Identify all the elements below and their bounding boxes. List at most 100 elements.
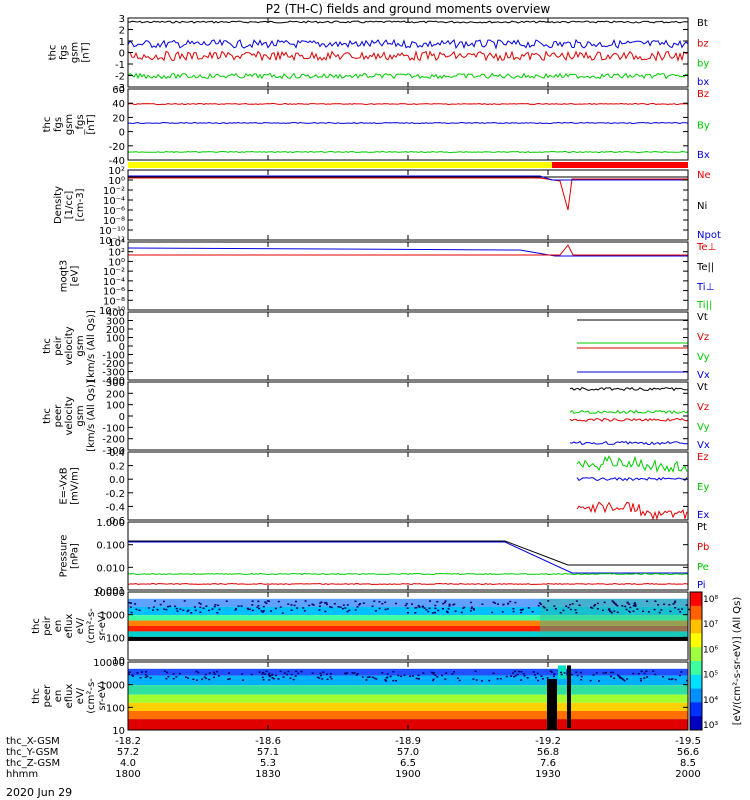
ion-spec-speckle [448,603,451,606]
ion-spec-band [128,606,688,616]
ion-spec-speckle [290,609,293,611]
elec-spec-speckle [626,678,629,680]
elec-spec-band [128,675,688,686]
y-axis-label: peir [53,335,64,355]
elec-spec-speckle [384,679,387,682]
ion-spec-speckle [346,604,349,606]
ion-spec-band [128,598,688,607]
elec-spec-spike [558,665,566,679]
status-bar-yellow [128,162,552,168]
ion-spec-speckle [199,611,202,613]
elec-spec-speckle [432,679,435,682]
elec-spec-band [128,719,688,730]
y-axis-label: thc [48,45,59,61]
elec-spec-speckle [536,672,539,675]
elec-spec-speckle [456,677,459,679]
ion-spec-speckle [333,603,336,605]
elec-spec-speckle [602,672,605,674]
ion-spec-speckle [540,603,543,605]
elec-spec-speckle [609,671,612,674]
ion-spec-speckle [547,600,550,602]
ion-spec-speckle [362,602,365,604]
ion-spec-speckle [569,603,572,606]
elec-spec-speckle [294,675,297,677]
ion-spec-speckle [632,610,635,613]
elec-spec-speckle [576,674,579,677]
ion-spec-speckle [609,610,612,613]
elec-spec-speckle [432,673,435,675]
y-tick-label: -200 [102,359,125,370]
x-tick-label: -18.2 [115,736,141,747]
ion-spec-speckle [159,603,162,606]
elec-spec-speckle [517,670,520,673]
y-tick-label: 10⁰ [108,176,125,187]
ion-spec-speckle [428,607,431,610]
ion-spec-speckle [348,609,351,612]
elec-spec-speckle [330,677,333,680]
series-te-perp [128,244,688,256]
elec-spec-speckle [215,670,218,673]
ion-spec-speckle [434,604,437,607]
elec-spec-speckle [322,671,325,673]
y-axis-label: [km/s (All Qs)] [86,310,97,382]
elec-spec-speckle [616,674,619,677]
y-tick-label: 300 [106,378,125,389]
ion-spec-speckle [129,606,132,608]
elec-spec-speckle [622,679,625,681]
elec-spec-speckle [271,677,274,679]
x-tick-label: 7.6 [540,758,556,769]
elec-spec-speckle [321,678,324,680]
colorbar-tick-label: 10⁵ [703,671,718,681]
elec-spec-speckle [595,672,598,674]
ion-spec-speckle [462,607,465,609]
elec-spec-speckle [319,672,322,675]
ion-spec-speckle [134,603,137,605]
y-tick-label: 0.001 [96,586,125,597]
colorbar-segment [690,592,702,607]
elec-spec-speckle [250,673,253,676]
elec-spec-speckle [326,678,329,681]
ion-spec-speckle [423,607,426,609]
ion-spec-speckle [339,606,342,608]
elec-spec-speckle [203,676,206,678]
ion-spec-speckle [411,603,414,605]
ion-spec-speckle [575,600,578,602]
y-tick-label: 10 [112,656,125,667]
elec-spec-speckle [434,674,437,677]
ion-spec-speckle [262,605,265,608]
elec-spec-speckle [563,672,566,674]
ion-spec-speckle [346,610,349,613]
ion-spec-speckle [625,608,628,611]
elec-spec-speckle [144,676,147,679]
ion-spec-speckle [673,601,676,604]
ion-spec-band [128,626,688,632]
ion-spec-speckle [330,606,333,609]
ion-spec-speckle [130,611,133,614]
ion-spec-speckle [302,607,305,609]
elec-spec-speckle [128,673,131,676]
ion-spec-speckle [446,610,449,613]
ion-spec-speckle [679,611,682,613]
ion-spec-speckle [491,611,494,614]
y-tick-label: 0 [119,412,125,423]
elec-spec-speckle [217,675,220,677]
elec-spec-speckle [286,673,289,676]
elec-spec-speckle [645,670,648,672]
ion-spec-speckle [418,606,421,608]
ion-spec-speckle [593,605,596,607]
elec-spec-speckle [361,676,364,678]
y-axis-label: [nPa] [70,543,81,569]
elec-spec-speckle [320,674,323,677]
colorbar-segment [690,633,702,648]
ion-spec-speckle [211,608,214,610]
ion-spec-speckle [199,603,202,605]
legend-by: by [697,59,709,70]
elec-spec-speckle [417,678,420,680]
ion-spec-speckle [565,605,568,607]
ion-spec-speckle [311,603,314,606]
ion-spec-speckle [374,610,377,612]
elec-spec-speckle [212,671,215,674]
elec-spec-speckle [195,670,198,673]
